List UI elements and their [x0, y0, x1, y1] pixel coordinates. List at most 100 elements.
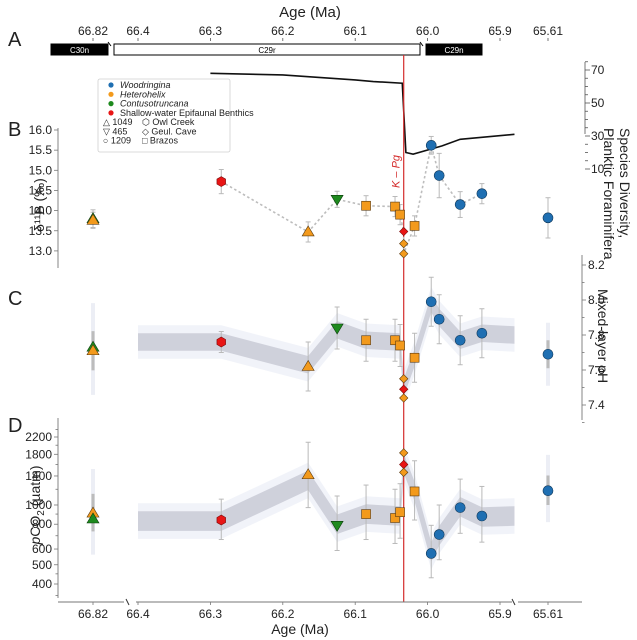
envelope-inner [138, 294, 515, 397]
marker-circle [476, 510, 488, 522]
legend-site-square: □ Brazos [142, 136, 178, 146]
marker-square [395, 340, 405, 351]
y-tick-label: 14.0 [29, 204, 53, 218]
y-tick-label: 13.0 [29, 244, 53, 258]
bottom-tick-label: 66.82 [78, 607, 108, 621]
chron-c30n [50, 43, 109, 56]
marker-circle [433, 170, 445, 181]
top-tick-label: 65.61 [533, 24, 563, 38]
y-tick-label: 2200 [25, 430, 52, 444]
marker-triangle-down [330, 195, 344, 206]
envelope-inner [138, 453, 515, 562]
bottom-tick-label: 66.0 [416, 607, 440, 621]
chron-label: C29r [258, 46, 276, 55]
legend-taxon-label: Contusotruncana [120, 99, 189, 109]
bottom-x-axis: 66.82 66.4 66.3 66.2 66.1 66.0 65.9 65.61 [58, 598, 582, 621]
marker-circle [476, 327, 488, 339]
y-tick-label: 800 [32, 517, 52, 531]
legend-dot-contusotruncana [108, 101, 114, 107]
marker-hexagon [216, 514, 226, 526]
marker-circle [433, 529, 445, 540]
legend-site-triangle-up: △ 1049 [103, 117, 132, 127]
marker-diamond [399, 249, 409, 259]
marker-triangle-up [86, 512, 100, 524]
panel-a-y-tick-label: 10 [591, 162, 605, 176]
panel-label-d: D [8, 415, 22, 437]
legend-dot-woodringina [108, 82, 114, 88]
y-tick-label: 7.4 [588, 398, 605, 412]
marker-circle [454, 334, 466, 346]
legend-site-circle: ○ 1209 [103, 136, 131, 146]
marker-square [395, 209, 405, 220]
marker-square [361, 335, 371, 346]
y-tick-label: 8.0 [588, 293, 605, 307]
chron-label: C30n [70, 46, 89, 55]
marker-diamond [399, 467, 409, 477]
y-tick-label: 1000 [25, 498, 52, 512]
marker-circle [425, 140, 437, 151]
chron-c29r [113, 43, 421, 56]
axis-break-mark [125, 598, 516, 606]
top-tick-label: 66.3 [199, 24, 223, 38]
marker-triangle-up [86, 213, 100, 225]
top-axis-ticks: 66.82 66.4 66.3 66.2 66.1 66.0 65.9 65.61 [78, 24, 563, 41]
top-tick-label: 66.1 [344, 24, 368, 38]
panel-d-y-axis: 2200 1800 1400 1000 800 600 500 400 [25, 418, 59, 598]
bottom-tick-label: 65.61 [533, 607, 563, 621]
panel-b-dotted-line [220, 145, 483, 255]
marker-circle [425, 548, 437, 559]
bottom-tick-label: 66.1 [344, 607, 368, 621]
y-tick-label: 600 [32, 542, 52, 556]
y-tick-label: 7.6 [588, 363, 605, 377]
marker-diamond [399, 448, 409, 458]
y-tick-label: 14.5 [29, 183, 53, 197]
bottom-tick-label: 65.9 [488, 607, 512, 621]
marker-circle [454, 199, 466, 210]
panel-label-c: C [8, 288, 22, 310]
axis-break-mark [107, 41, 424, 47]
marker-circle [476, 188, 488, 199]
panel-c-ph [86, 276, 554, 403]
marker-square [409, 352, 420, 363]
kpg-label: K – Pg [391, 154, 403, 188]
panel-c-envelope [138, 286, 515, 405]
chron-label: C29n [444, 46, 463, 55]
y-tick-label: 13.5 [29, 224, 53, 238]
legend: WoodringinaHeterohelixContusotruncanaSha… [97, 78, 254, 153]
legend-site-diamond: ◇ Geul. Cave [142, 126, 196, 136]
marker-triangle-down [330, 521, 344, 532]
marker-hexagon [216, 176, 226, 187]
panel-a-ylabel-line2: Planktic Foraminifera [601, 128, 617, 260]
magnetochron-bar: C30n C29r C29n [50, 41, 483, 56]
legend-box [97, 78, 231, 153]
chron-c29n [425, 43, 483, 56]
marker-circle [425, 296, 437, 308]
legend-dot-shallow-water [108, 110, 114, 116]
panel-a-ylabel-line1: Species Diversity, [617, 128, 633, 238]
marker-hexagon [216, 336, 226, 348]
y-tick-label: 1800 [25, 447, 52, 461]
marker-diamond [399, 226, 409, 237]
panel-b-y-axis: 16.0 15.5 15.0 14.5 14.0 13.5 13.0 [29, 123, 59, 268]
marker-triangle-up [301, 468, 315, 480]
diversity-line [210, 72, 515, 155]
y-tick-label: 500 [32, 558, 52, 572]
marker-triangle-down [330, 323, 344, 335]
legend-taxon-label: Heterohelix [120, 89, 166, 99]
top-tick-label: 66.2 [271, 24, 295, 38]
panel-a-diversity: 70 50 30 10 [210, 61, 605, 176]
y-tick-label: 16.0 [29, 123, 53, 137]
marker-diamond [399, 374, 409, 384]
marker-square [395, 507, 405, 517]
y-tick-label: 7.8 [588, 328, 605, 342]
bottom-tick-label: 66.4 [126, 607, 150, 621]
marker-diamond [399, 239, 409, 249]
marker-circle [433, 313, 445, 325]
panel-a-y-tick-label: 70 [591, 63, 605, 77]
legend-taxon-label: Woodringina [120, 80, 171, 90]
marker-square [390, 201, 400, 212]
top-tick-label: 66.82 [78, 24, 108, 38]
marker-square [361, 509, 371, 519]
panel-d-envelope [138, 445, 515, 570]
